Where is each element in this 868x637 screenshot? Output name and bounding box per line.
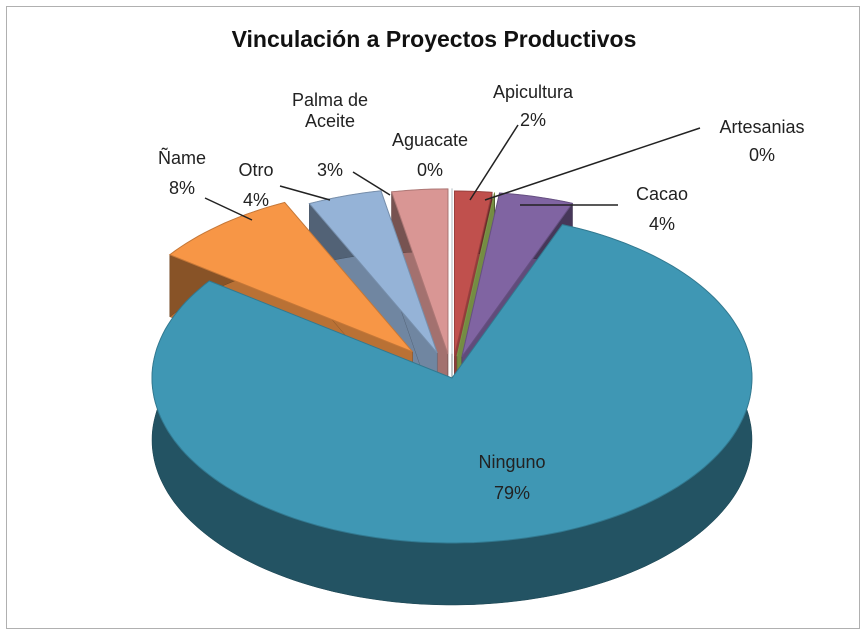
slice-value-label: 4% [242, 190, 269, 210]
pie-slice [456, 192, 496, 357]
leader-line [469, 124, 519, 201]
slice-label: Ñame [157, 148, 206, 168]
slice-value-label: 0% [416, 160, 443, 180]
slice-label: Aguacate [391, 130, 469, 150]
pie-slice [390, 188, 449, 355]
slice-value-label: 3% [316, 160, 343, 180]
slice-value-label: 0% [748, 145, 775, 165]
chart-title: Vinculación a Proyectos Productivos [231, 26, 637, 52]
slice-value-label: 2% [519, 110, 546, 130]
pie-slice [151, 224, 753, 544]
leader-line [204, 197, 253, 221]
slice-label: Artesanias [719, 117, 805, 137]
leader-line [352, 171, 391, 196]
chart-frame [6, 6, 860, 629]
slice-value-label: 8% [168, 178, 195, 198]
slice-label: Ninguno [478, 452, 546, 472]
slice-value-label: 4% [648, 214, 675, 234]
leader-line [279, 185, 331, 201]
slice-label: Otro [238, 160, 274, 180]
slice-value-label: 79% [493, 483, 531, 503]
leader-line [484, 127, 701, 201]
pie-slice [308, 190, 438, 354]
pie-slice [454, 190, 493, 357]
slice-label: Palma de Aceite [291, 90, 369, 131]
slice-label: Apicultura [492, 82, 574, 102]
pie-slice [168, 201, 413, 353]
slice-label: Cacao [635, 184, 689, 204]
